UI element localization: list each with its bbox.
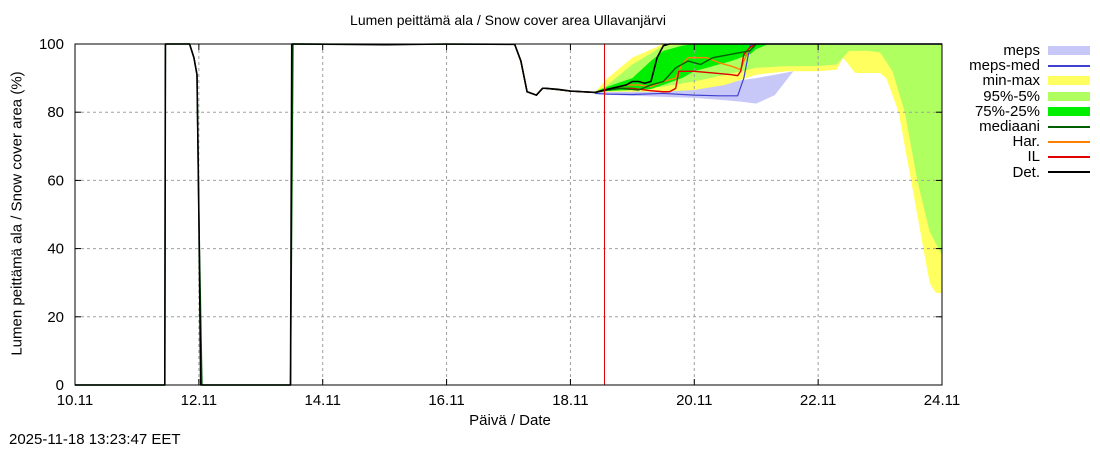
x-tick-label: 22.11: [800, 392, 836, 409]
legend-label: meps-med: [969, 57, 1040, 75]
mediaani-swatch-icon: [1048, 125, 1090, 128]
legend-item-min-max: min-max: [950, 73, 1090, 88]
y-tick-label: 40: [47, 241, 64, 258]
x-tick-label: 24.11: [924, 392, 960, 409]
legend-item-har: Har.: [950, 134, 1090, 149]
series-det: [75, 43, 942, 386]
y-tick-label: 20: [47, 309, 64, 326]
legend-item-95-5: 95%-5%: [950, 89, 1090, 104]
generated-timestamp: 2025-11-18 13:23:47 EET: [9, 431, 181, 448]
legend-label: 95%-5%: [983, 87, 1040, 105]
axes-layer: 0 20 40 60 80 100 10.11 12.11 14.11 16.11 18.11 20.…: [39, 36, 960, 409]
legend-item-75-25: 75%-25%: [950, 104, 1090, 119]
band-95-5-: [595, 44, 942, 256]
x-tick-label: 20.11: [676, 392, 712, 409]
legend-item-il: IL: [950, 149, 1090, 164]
har-swatch-icon: [1048, 140, 1090, 143]
chart-title: Lumen peittämä ala / Snow cover area Ull…: [350, 12, 666, 28]
y-tick-label: 100: [39, 36, 64, 53]
legend-item-mediaani: mediaani: [950, 119, 1090, 134]
x-axis-label: Päivä / Date: [469, 412, 551, 429]
legend-label: 75%-25%: [974, 102, 1040, 120]
grid-layer: [75, 44, 942, 385]
p95-p5-swatch-icon: [1048, 91, 1090, 101]
legend-label: Har.: [1012, 133, 1040, 151]
p75-p25-swatch-icon: [1048, 106, 1090, 116]
legend-label: IL: [1027, 148, 1040, 166]
band-meps: [595, 71, 794, 104]
series-layer: [75, 43, 942, 386]
legend-label: mediaani: [979, 118, 1040, 136]
y-tick-label: 60: [47, 172, 64, 189]
series-meps-med: [595, 43, 942, 97]
x-tick-label: 18.11: [552, 392, 588, 409]
min-max-swatch-icon: [1048, 76, 1090, 86]
band-layer: [595, 44, 942, 293]
y-tick-label: 0: [56, 377, 64, 394]
legend: meps meps-med min-max 95%-5% 75%-25% med…: [950, 43, 1090, 180]
det-swatch-icon: [1048, 171, 1090, 174]
il-swatch-icon: [1048, 155, 1090, 158]
legend-item-det: Det.: [950, 165, 1090, 180]
legend-label: meps: [1003, 42, 1040, 60]
x-tick-label: 10.11: [57, 392, 93, 409]
legend-label: min-max: [982, 72, 1040, 90]
meps-med-swatch-icon: [1048, 64, 1090, 67]
legend-label: Det.: [1012, 163, 1040, 181]
x-tick-label: 12.11: [181, 392, 217, 409]
plot-frame: [74, 43, 943, 386]
band-75-25-: [595, 44, 769, 93]
x-tick-label: 14.11: [304, 392, 340, 409]
legend-item-meps-med: meps-med: [950, 58, 1090, 73]
meps-swatch-icon: [1048, 46, 1090, 56]
legend-item-meps: meps: [950, 43, 1090, 58]
x-tick-label: 16.11: [428, 392, 464, 409]
y-tick-label: 80: [47, 104, 64, 121]
